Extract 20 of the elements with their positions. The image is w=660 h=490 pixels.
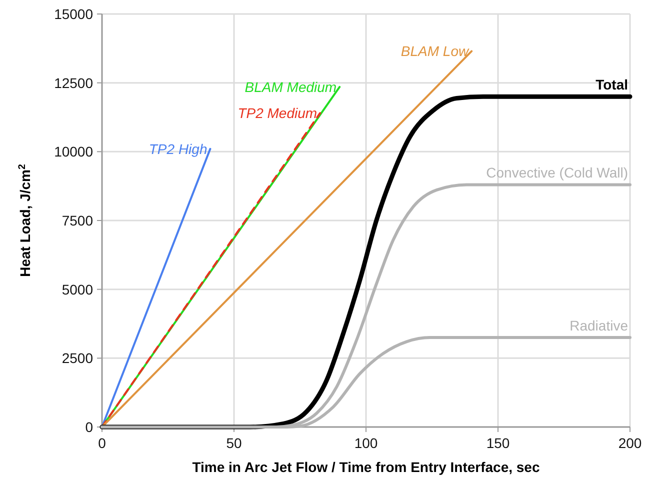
series-label: Convective (Cold Wall): [486, 164, 628, 181]
series-label: TP2 High: [148, 140, 208, 157]
y-tick-label: 2500: [62, 350, 94, 366]
x-tick-label: 150: [486, 435, 510, 451]
y-tick-label: 5000: [62, 281, 94, 298]
x-tick-label: 200: [618, 435, 642, 451]
x-axis-title: Time in Arc Jet Flow / Time from Entry Interface, sec: [192, 459, 540, 475]
y-tick-label: 12500: [54, 74, 94, 91]
y-tick-label: 10000: [54, 144, 94, 160]
x-tick-label: 50: [226, 435, 242, 451]
y-tick-label: 7500: [62, 212, 94, 228]
x-tick-label: 0: [98, 435, 106, 451]
x-tick-label: 100: [354, 435, 378, 451]
y-tick-label: 0: [85, 419, 94, 435]
y-tick-label: 15000: [54, 6, 94, 22]
series-label: BLAM Medium: [244, 78, 337, 95]
series-label: Radiative: [570, 318, 628, 334]
series-label: TP2 Medium: [238, 105, 318, 122]
series-label: Total: [596, 76, 628, 93]
series-label: BLAM Low: [400, 43, 470, 60]
